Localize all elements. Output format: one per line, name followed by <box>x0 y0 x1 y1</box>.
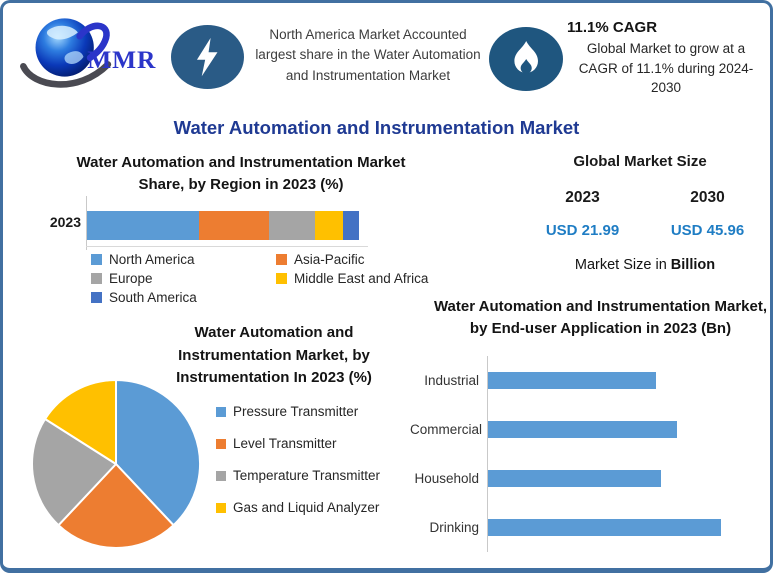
pie-legend-item-gas-and-liquid-analyzer: Gas and Liquid Analyzer <box>216 497 416 518</box>
enduser-bar-track <box>487 503 768 552</box>
pie-chart-title: Water Automation and Instrumentation Mar… <box>176 324 372 386</box>
market-size-values: USD 21.99 USD 45.96 <box>520 222 770 239</box>
legend-label: Asia-Pacific <box>294 252 365 267</box>
market-size-note: Market Size in Billion <box>520 257 770 273</box>
legend-label: Pressure Transmitter <box>233 404 359 419</box>
pie-legend: Pressure Transmitter Level Transmitter Tem… <box>216 401 416 529</box>
pie-legend-item-level-transmitter: Level Transmitter <box>216 433 416 454</box>
enduser-category-label: Household <box>414 471 479 486</box>
enduser-row-drinking: Drinking <box>410 503 768 552</box>
enduser-chart: Industrial Commercial Household Drinking <box>410 356 768 556</box>
legend-label: Middle East and Africa <box>294 271 429 286</box>
legend-swatch-icon <box>216 470 226 481</box>
cagr-block: 11.1% CAGR Global Market to grow at a CA… <box>567 19 765 98</box>
region-segment-asia-pacific <box>198 211 270 240</box>
enduser-chart-rows: Industrial Commercial Household Drinking <box>410 356 768 556</box>
cagr-title: 11.1% CAGR <box>567 19 658 36</box>
region-y-axis-line <box>86 196 87 250</box>
region-legend-item-north-america: North America <box>91 251 276 268</box>
region-x-axis-line <box>86 246 368 247</box>
enduser-row-commercial: Commercial <box>410 405 768 454</box>
market-size-note-unit: Billion <box>670 257 716 273</box>
region-segment-europe <box>269 211 316 240</box>
legend-label: Europe <box>109 271 153 286</box>
lightning-badge <box>171 25 244 89</box>
region-legend-item-south-america: South America <box>91 289 276 306</box>
region-legend-item-asia-pacific: Asia-Pacific <box>276 251 441 268</box>
pie-slice-gas-and-liquid-analyzer <box>44 379 117 465</box>
pie-legend-item-pressure-transmitter: Pressure Transmitter <box>216 401 416 422</box>
region-stacked-bar <box>87 211 359 240</box>
pie-chart <box>31 379 201 549</box>
enduser-chart-title: Water Automation and Instrumentation Mar… <box>433 298 768 337</box>
header-headline: North America Market Accounted largest s… <box>255 27 481 83</box>
enduser-row-industrial: Industrial <box>410 356 768 405</box>
enduser-bar-track <box>487 454 768 503</box>
legend-swatch-icon <box>216 502 226 513</box>
legend-swatch-icon <box>91 273 102 284</box>
enduser-category-label: Drinking <box>429 520 479 535</box>
enduser-bar-track <box>487 405 768 454</box>
enduser-bar-industrial <box>488 372 656 389</box>
region-segment-south-america <box>342 211 359 240</box>
region-chart-title: Water Automation and Instrumentation Mar… <box>76 154 406 193</box>
legend-label: Level Transmitter <box>233 436 337 451</box>
market-size-value-2023: USD 21.99 <box>545 222 620 239</box>
region-legend-item-europe: Europe <box>91 270 276 287</box>
market-size-note-prefix: Market Size in <box>574 257 671 273</box>
globe-logo-icon: MMR <box>20 18 156 88</box>
legend-label: South America <box>109 290 197 305</box>
legend-swatch-icon <box>276 273 287 284</box>
enduser-bar-drinking <box>488 519 722 536</box>
region-segment-north-america <box>87 211 199 240</box>
lightning-icon <box>196 37 218 77</box>
pie-legend-item-temperature-transmitter: Temperature Transmitter <box>216 465 416 486</box>
legend-label: Gas and Liquid Analyzer <box>233 500 380 515</box>
logo-text: MMR <box>87 46 156 74</box>
legend-swatch-icon <box>91 292 102 303</box>
enduser-category-label: Industrial <box>424 373 479 388</box>
cagr-body: Global Market to grow at a CAGR of 11.1%… <box>578 41 754 96</box>
region-legend-item-middle-east-and-africa: Middle East and Africa <box>276 270 441 287</box>
legend-label: Temperature Transmitter <box>233 468 381 483</box>
enduser-row-household: Household <box>410 454 768 503</box>
legend-swatch-icon <box>216 438 226 449</box>
market-size-year-2030: 2030 <box>690 189 725 206</box>
region-segment-middle-east-and-africa <box>315 211 343 240</box>
enduser-bar-track <box>487 356 768 405</box>
pie-slice-level-transmitter <box>57 463 175 549</box>
market-size-value-2030: USD 45.96 <box>670 222 745 239</box>
legend-swatch-icon <box>276 254 287 265</box>
page-title: Water Automation and Instrumentation Mar… <box>173 117 580 138</box>
legend-swatch-icon <box>91 254 102 265</box>
enduser-bar-household <box>488 470 661 487</box>
pie-slice-pressure-transmitter <box>115 379 201 527</box>
pie-slice-temperature-transmitter <box>31 417 117 527</box>
market-size-year-2023: 2023 <box>565 189 600 206</box>
region-axis-category-label: 2023 <box>49 214 81 230</box>
flame-icon <box>514 40 538 74</box>
mmr-logo: MMR <box>15 8 167 102</box>
region-legend: North America Asia-Pacific Europe Middle Ea… <box>91 251 441 306</box>
flame-badge <box>489 27 563 91</box>
enduser-bar-commercial <box>488 421 677 438</box>
legend-swatch-icon <box>216 406 226 417</box>
legend-label: North America <box>109 252 195 267</box>
market-size-years: 2023 2030 <box>520 189 770 207</box>
enduser-category-label: Commercial <box>410 422 483 437</box>
market-size-title: Global Market Size <box>573 153 707 170</box>
